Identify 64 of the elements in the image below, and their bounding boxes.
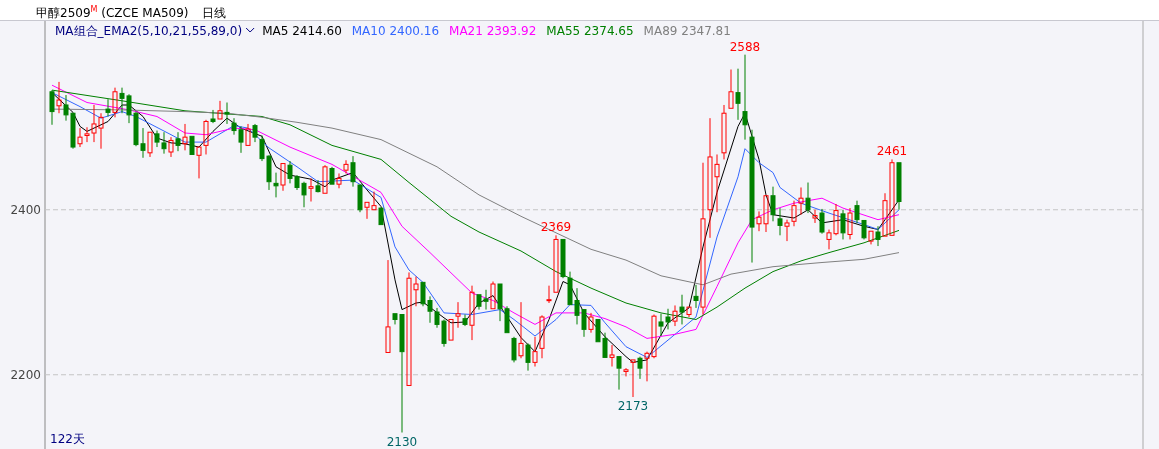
candlestick <box>273 172 279 198</box>
candlestick <box>112 87 118 118</box>
candlestick <box>77 127 83 148</box>
candlestick <box>637 356 643 380</box>
text: MA55 2374.65 <box>546 24 634 38</box>
candlestick <box>840 209 846 240</box>
candlestick <box>511 336 517 363</box>
candlestick <box>525 342 531 372</box>
candlestick <box>182 123 188 151</box>
candlestick <box>175 131 181 152</box>
candlestick <box>812 209 818 224</box>
candlestick <box>350 155 356 188</box>
candlestick <box>588 312 594 334</box>
candlestick <box>819 208 825 235</box>
candlestick <box>721 104 727 160</box>
annotation: 2588 <box>729 39 761 54</box>
text: MA89 2347.81 <box>643 24 731 38</box>
candlestick <box>203 119 209 155</box>
candlestick <box>532 336 538 367</box>
candlestick <box>735 68 741 121</box>
annotation: 2173 <box>617 399 649 414</box>
text: MA21 2393.92 <box>449 24 537 38</box>
candlestick <box>798 186 804 216</box>
candlestick <box>546 285 552 304</box>
candlestick <box>469 285 475 341</box>
candlestick <box>784 219 790 242</box>
candlestick <box>672 304 678 327</box>
candlestick <box>770 186 776 222</box>
candlestick <box>805 182 811 214</box>
candlestick <box>105 98 111 118</box>
text: MA10 2400.16 <box>351 24 440 38</box>
candlestick <box>224 102 230 125</box>
candlestick <box>742 54 748 141</box>
annotation: 2461 <box>876 144 908 159</box>
legend-title: MA组合_EMA2(5,10,21,55,89,0) <box>55 24 243 38</box>
candlestick <box>210 109 216 124</box>
candlestick <box>343 159 349 174</box>
candlestick <box>777 207 783 236</box>
candlestick <box>609 344 615 367</box>
candlestick <box>854 200 860 224</box>
candlestick <box>455 301 461 329</box>
chart-subtitle: 日线 <box>202 6 227 20</box>
y-tick-label: 2200 <box>10 367 41 382</box>
candlestick <box>168 136 174 158</box>
candlestick <box>749 129 755 264</box>
candlestick <box>56 81 62 114</box>
text: MA5 2414.60 <box>262 24 342 38</box>
candlestick <box>462 314 468 327</box>
candlestick <box>700 162 706 316</box>
annotation: 2130 <box>386 434 418 449</box>
annotation: 2369 <box>540 220 572 235</box>
candlestick <box>791 200 797 227</box>
candlestick <box>875 225 881 247</box>
annotation: 122天 <box>50 432 85 446</box>
candlestick <box>252 123 258 143</box>
candlestick <box>623 367 629 377</box>
candlestick <box>539 314 545 359</box>
candlestick <box>336 172 342 189</box>
candlestick <box>308 177 314 202</box>
chart-title: 甲醇2509$^{M}$ (CZCE MA509) <box>36 5 189 20</box>
y-tick-label: 2400 <box>10 202 41 217</box>
candlestick <box>847 207 853 240</box>
candlestick <box>693 284 699 309</box>
candlestick <box>518 301 524 359</box>
